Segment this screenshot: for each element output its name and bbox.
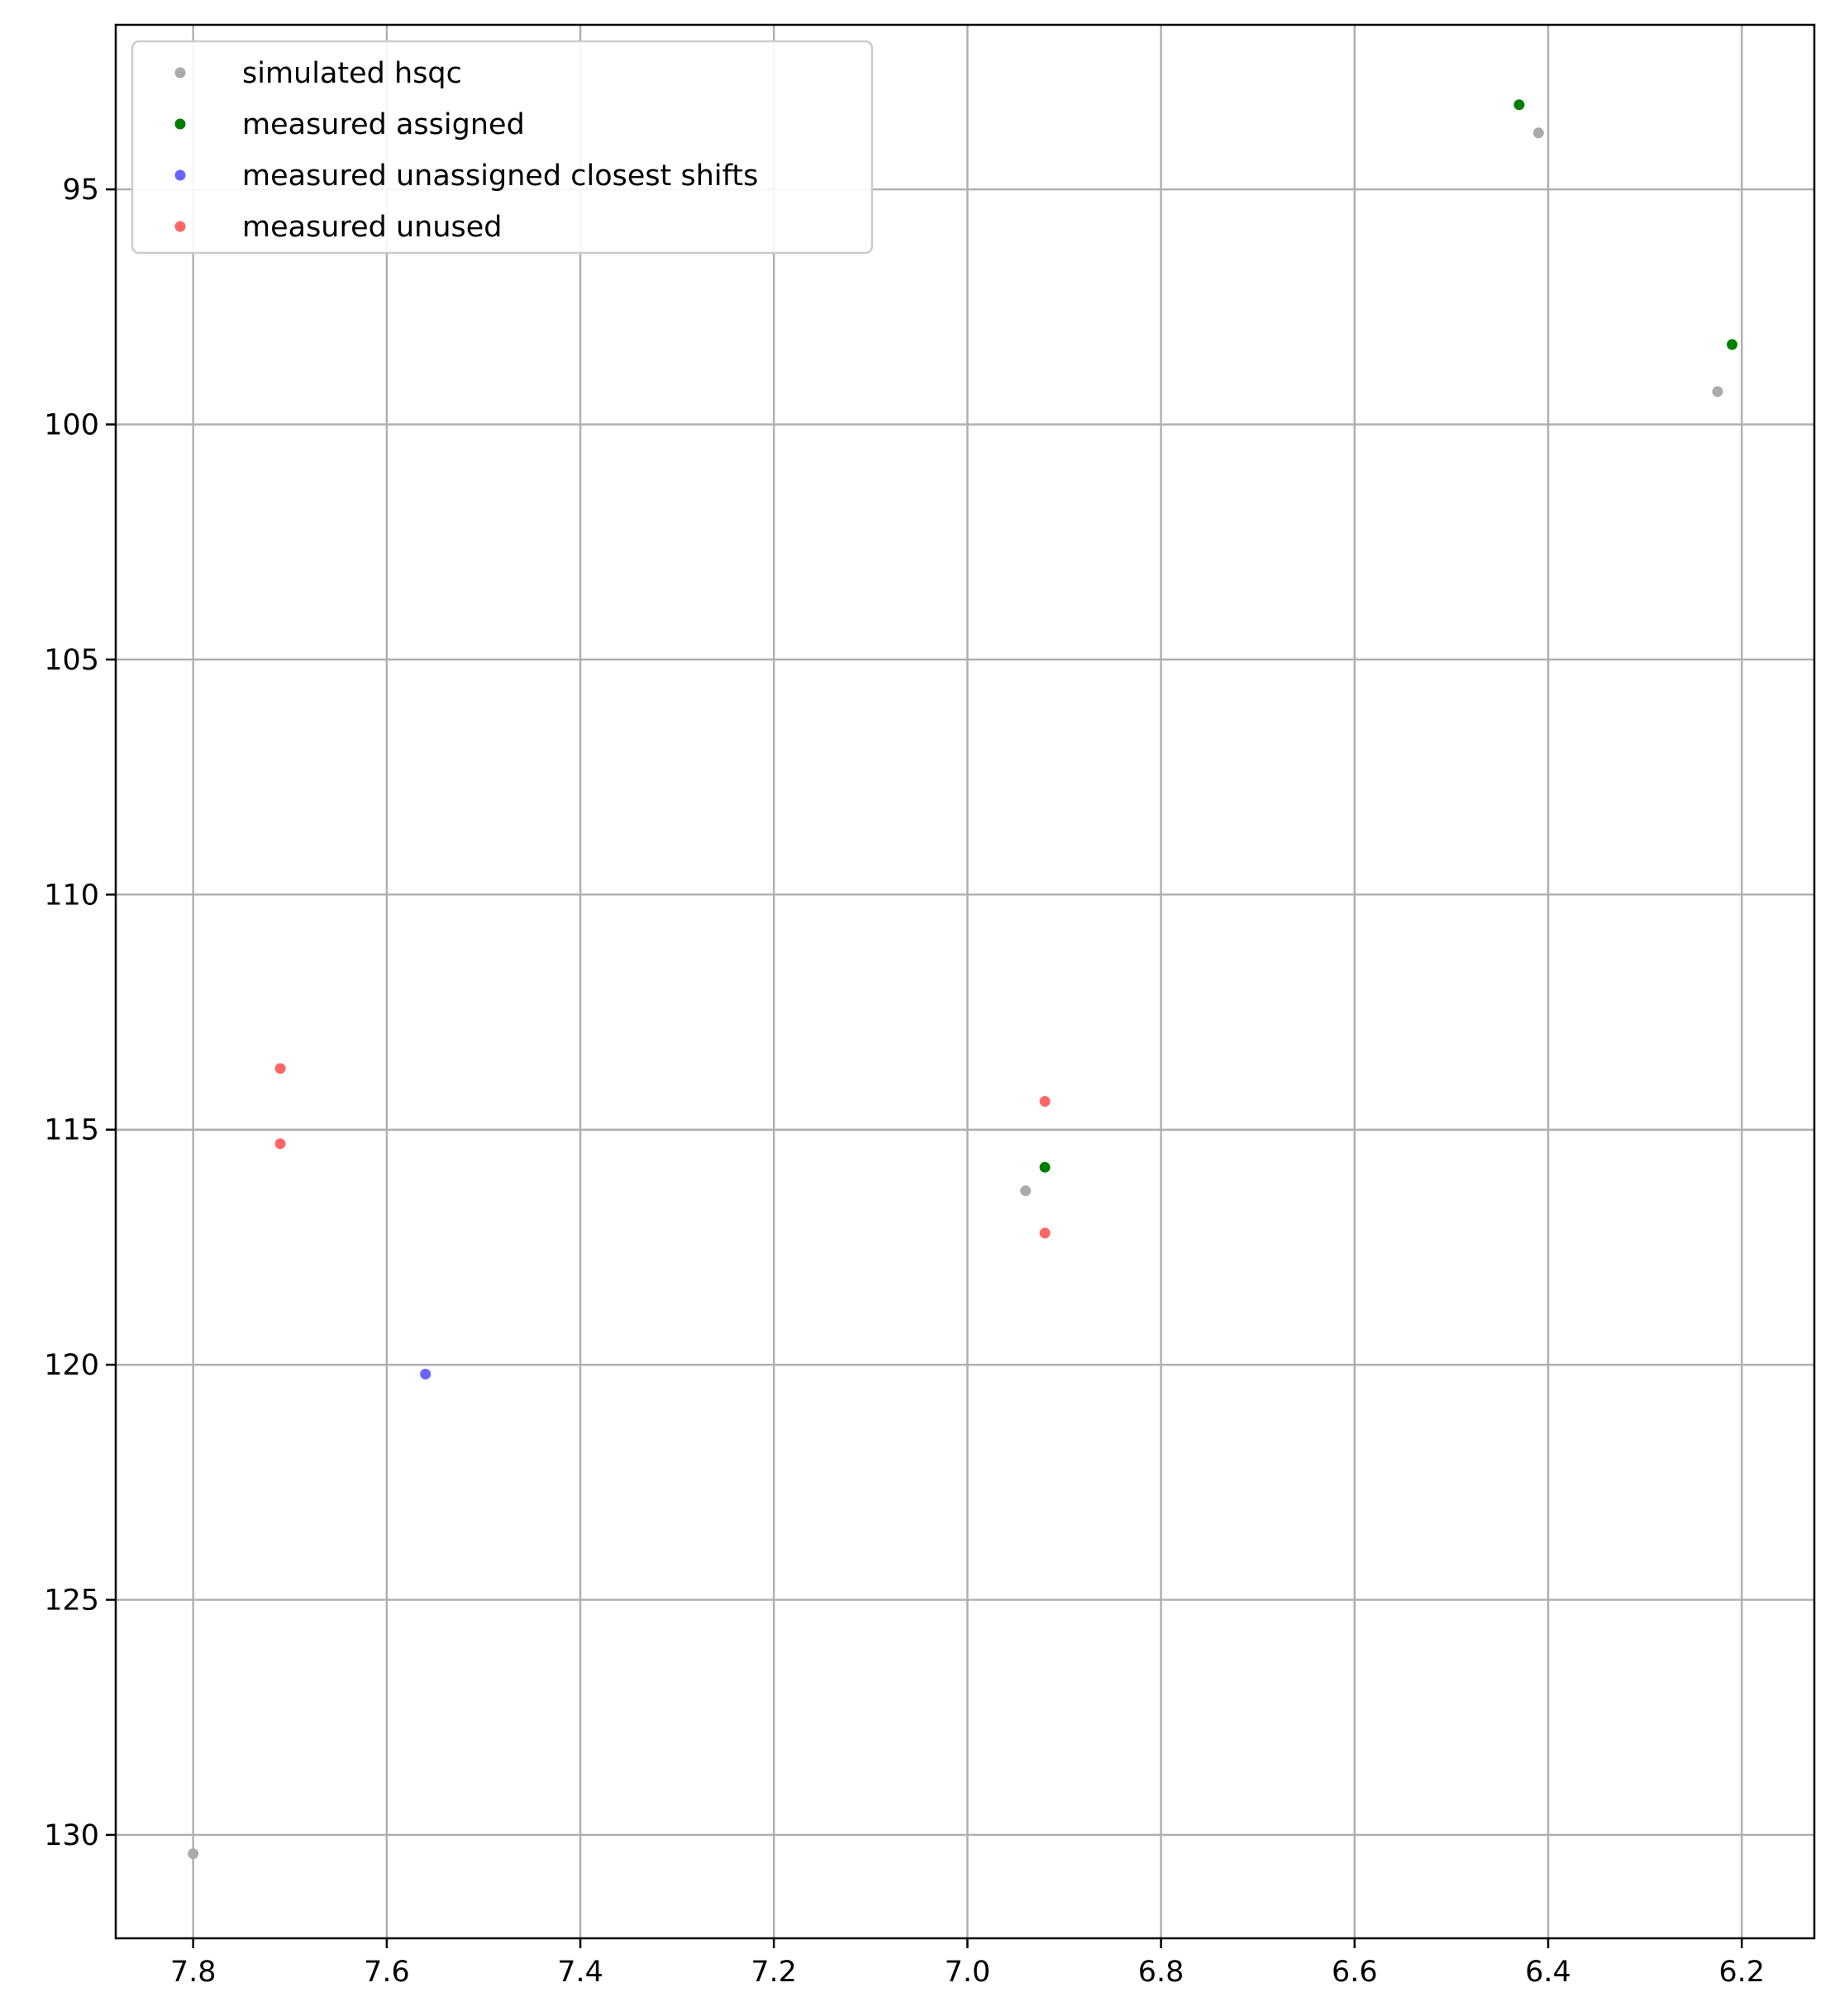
data-points xyxy=(188,99,1737,1860)
y-tick-label: 110 xyxy=(44,879,99,912)
x-tick-label: 7.8 xyxy=(170,1956,217,1989)
data-point xyxy=(1727,339,1737,350)
y-tick-label: 120 xyxy=(44,1349,99,1382)
y-tick-label: 100 xyxy=(44,409,99,442)
x-tick-label: 7.4 xyxy=(557,1956,603,1989)
legend-box xyxy=(131,40,874,255)
data-point xyxy=(1712,386,1723,398)
legend-label: measured assigned xyxy=(242,108,525,141)
data-point xyxy=(274,1063,286,1075)
legend-marker xyxy=(174,67,186,79)
x-tick-label: 7.6 xyxy=(364,1956,410,1989)
y-axis-ticks: 95 100 105 110 115 120 125 130 xyxy=(44,174,116,1852)
x-tick-label: 6.6 xyxy=(1332,1956,1378,1989)
x-tick-label: 6.4 xyxy=(1525,1956,1571,1989)
series-3 xyxy=(420,1368,431,1380)
legend-marker xyxy=(174,169,186,181)
x-tick-label: 6.8 xyxy=(1138,1956,1184,1989)
data-point xyxy=(1513,99,1525,111)
series-4 xyxy=(274,1063,1051,1239)
x-axis-ticks: 7.8 7.6 7.4 7.2 7.0 6.8 6.6 6.4 6.2 xyxy=(170,1938,1765,1989)
data-point xyxy=(1039,1096,1051,1107)
y-tick-label: 105 xyxy=(44,644,99,677)
series-1 xyxy=(188,127,1723,1860)
data-point xyxy=(1039,1227,1051,1239)
legend-marker xyxy=(174,221,186,232)
data-point xyxy=(420,1368,431,1380)
data-point xyxy=(188,1848,199,1860)
plot-frame xyxy=(114,23,1816,1940)
y-tick-label: 115 xyxy=(44,1114,99,1147)
grid-lines xyxy=(116,25,1814,1938)
data-point xyxy=(1532,127,1544,139)
legend-label: simulated hsqc xyxy=(242,57,462,90)
legend-marker xyxy=(174,118,186,130)
y-tick-label: 130 xyxy=(44,1819,99,1852)
x-tick-label: 6.2 xyxy=(1718,1956,1765,1989)
data-point xyxy=(1020,1185,1032,1197)
data-point xyxy=(274,1138,286,1150)
x-tick-label: 7.2 xyxy=(751,1956,797,1989)
legend: simulated hsqc measured assigned measured … xyxy=(131,40,874,255)
series-2 xyxy=(1039,99,1737,1173)
y-tick-label: 95 xyxy=(62,174,99,207)
x-tick-label: 7.0 xyxy=(945,1956,991,1989)
data-point xyxy=(1039,1161,1051,1173)
legend-label: measured unused xyxy=(242,211,503,244)
y-tick-label: 125 xyxy=(44,1585,99,1618)
legend-label: measured unassigned closest shifts xyxy=(242,160,758,193)
